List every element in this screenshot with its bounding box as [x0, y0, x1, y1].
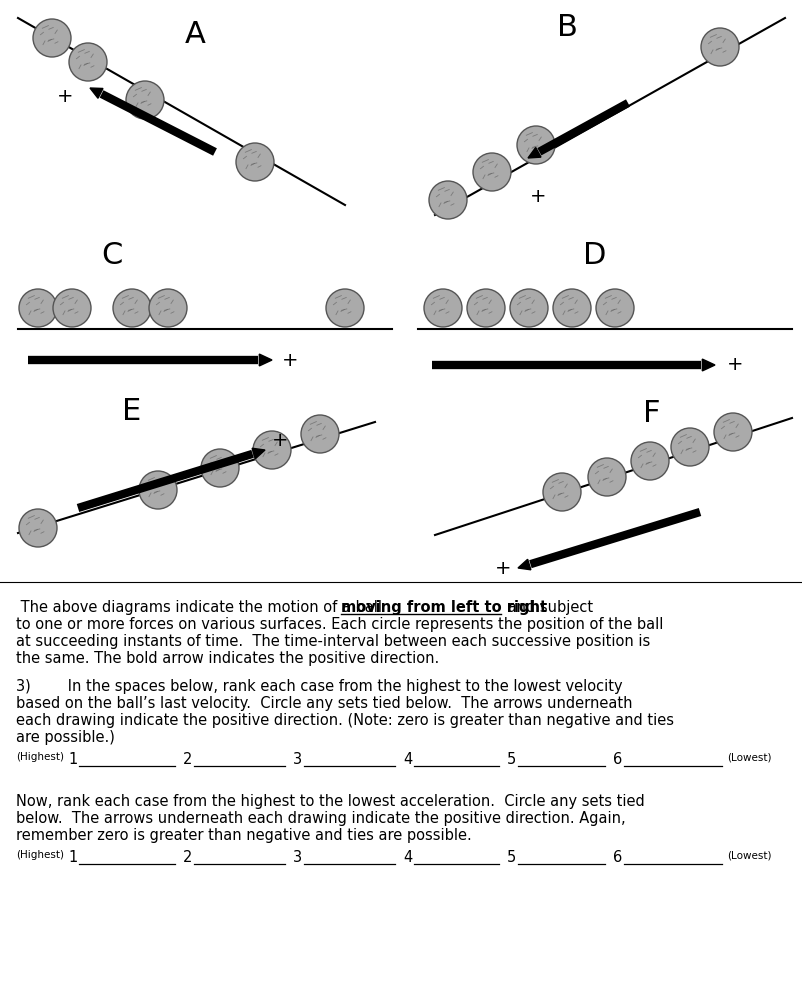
Circle shape [19, 509, 57, 547]
Polygon shape [90, 88, 103, 98]
Text: Now, rank each case from the highest to the lowest acceleration.  Circle any set: Now, rank each case from the highest to … [16, 794, 645, 809]
Text: (Highest): (Highest) [16, 752, 64, 762]
Text: The above diagrams indicate the motion of a ball: The above diagrams indicate the motion o… [16, 600, 387, 615]
Text: D: D [583, 241, 606, 271]
Circle shape [429, 181, 467, 219]
Text: moving from left to right: moving from left to right [341, 600, 547, 615]
Text: 4: 4 [403, 850, 412, 865]
Text: +: + [727, 356, 743, 374]
Text: to one or more forces on various surfaces. Each circle represents the position o: to one or more forces on various surface… [16, 617, 663, 632]
Text: 2: 2 [183, 850, 192, 865]
Circle shape [53, 289, 91, 327]
Polygon shape [252, 449, 265, 458]
Text: +: + [57, 88, 73, 107]
Polygon shape [528, 147, 541, 158]
Text: are possible.): are possible.) [16, 730, 115, 745]
Text: 3: 3 [293, 850, 302, 865]
Circle shape [113, 289, 151, 327]
Text: +: + [272, 431, 288, 450]
Polygon shape [703, 359, 715, 370]
Text: F: F [643, 398, 661, 428]
Text: (Highest): (Highest) [16, 850, 64, 860]
Circle shape [69, 43, 107, 81]
Text: +: + [282, 351, 298, 370]
Text: 1: 1 [68, 850, 77, 865]
Circle shape [201, 449, 239, 487]
Text: 1: 1 [68, 752, 77, 767]
Text: 3: 3 [293, 752, 302, 767]
Text: B: B [557, 14, 577, 42]
Circle shape [510, 289, 548, 327]
Circle shape [517, 126, 555, 164]
Text: the same. The bold arrow indicates the positive direction.: the same. The bold arrow indicates the p… [16, 651, 439, 666]
Polygon shape [518, 559, 531, 570]
Circle shape [714, 413, 752, 451]
Text: +: + [495, 558, 511, 578]
Text: below.  The arrows underneath each drawing indicate the positive direction. Agai: below. The arrows underneath each drawin… [16, 811, 626, 826]
Circle shape [326, 289, 364, 327]
Text: remember zero is greater than negative and ties are possible.: remember zero is greater than negative a… [16, 828, 472, 843]
Text: (Lowest): (Lowest) [727, 752, 772, 762]
Circle shape [19, 289, 57, 327]
Circle shape [467, 289, 505, 327]
Circle shape [543, 473, 581, 511]
Circle shape [33, 19, 71, 57]
Text: 6: 6 [613, 752, 622, 767]
Text: A: A [184, 21, 205, 49]
Text: 5: 5 [507, 850, 516, 865]
Text: 6: 6 [613, 850, 622, 865]
Text: 4: 4 [403, 752, 412, 767]
Text: 5: 5 [507, 752, 516, 767]
Circle shape [473, 153, 511, 191]
Text: (Lowest): (Lowest) [727, 850, 772, 860]
Circle shape [126, 81, 164, 119]
Circle shape [553, 289, 591, 327]
Circle shape [301, 415, 339, 453]
Circle shape [424, 289, 462, 327]
Circle shape [671, 428, 709, 466]
Circle shape [588, 458, 626, 496]
Circle shape [139, 471, 177, 509]
Text: 3)        In the spaces below, rank each case from the highest to the lowest vel: 3) In the spaces below, rank each case f… [16, 679, 622, 694]
Text: based on the ball’s last velocity.  Circle any sets tied below.  The arrows unde: based on the ball’s last velocity. Circl… [16, 696, 633, 711]
Text: C: C [101, 241, 123, 271]
Text: +: + [530, 188, 546, 206]
Circle shape [596, 289, 634, 327]
Text: 2: 2 [183, 752, 192, 767]
Circle shape [149, 289, 187, 327]
Text: each drawing indicate the positive direction. (Note: zero is greater than negati: each drawing indicate the positive direc… [16, 713, 674, 728]
Polygon shape [259, 354, 272, 366]
Circle shape [253, 431, 291, 469]
Circle shape [631, 442, 669, 480]
Circle shape [701, 28, 739, 66]
Text: at succeeding instants of time.  The time-interval between each successive posit: at succeeding instants of time. The time… [16, 634, 650, 649]
Text: E: E [123, 397, 142, 427]
Circle shape [236, 143, 274, 181]
Text: and subject: and subject [503, 600, 593, 615]
